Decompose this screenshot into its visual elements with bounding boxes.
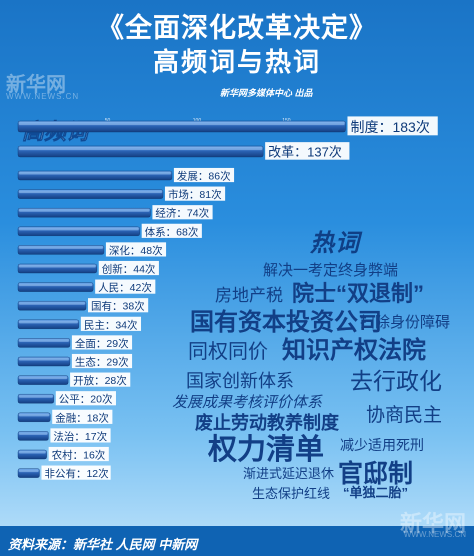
data-label: 公平：20次 — [59, 393, 113, 406]
bar-chart: 高频词50100150制度：183次改革：137次发展：86次市场：81次经济：… — [17, 116, 438, 480]
hot-word: 国家创新体系 — [186, 371, 294, 391]
credit-line: 新华网多媒体中心 出品 — [220, 88, 313, 98]
data-label-box — [48, 446, 109, 462]
data-label: 全面：29次 — [75, 337, 129, 350]
title-line-2: 高频词与热词 — [152, 47, 321, 77]
watermark-url-bottom: WWW.NEWS.CN — [403, 530, 466, 539]
hot-word: 解决一考定终身弊端 — [263, 262, 399, 279]
data-label: 生态：29次 — [75, 355, 129, 368]
data-label: 农村：16次 — [52, 448, 106, 461]
bar-highlight — [19, 432, 48, 435]
data-label: 经济：74次 — [155, 207, 209, 220]
data-label-box — [50, 428, 111, 443]
data-label-box — [95, 279, 156, 294]
bar-highlight — [19, 451, 46, 454]
hot-word: 官邸制 — [338, 460, 414, 488]
source-text: 资料来源：新华社 人民网 中新网 — [8, 537, 198, 552]
data-label: 金融：18次 — [55, 411, 109, 424]
data-label-box — [55, 391, 116, 406]
data-label: 国有：38次 — [91, 300, 145, 313]
data-label-box — [152, 205, 213, 220]
data-label-box — [88, 298, 149, 313]
data-label: 市场：81次 — [168, 188, 222, 201]
hot-word: 减少适用死刑 — [340, 437, 424, 453]
bar-highlight — [19, 122, 345, 126]
data-label-box — [71, 353, 133, 369]
bar-highlight — [19, 413, 50, 417]
data-label-box — [164, 186, 226, 201]
bar-highlight — [19, 302, 85, 305]
hot-words-title: 热词 — [310, 230, 360, 257]
hot-word: 权力清单 — [208, 434, 325, 466]
bar-highlight — [19, 358, 69, 361]
hot-word: 扫除身份障碍 — [360, 314, 451, 331]
title-line-1: 《全面深化改革决定》 — [97, 13, 377, 43]
bar-highlight — [19, 190, 162, 194]
hot-word: 同权同价 — [188, 341, 268, 363]
data-label: 深化：48次 — [109, 244, 163, 257]
data-label-box — [80, 316, 142, 331]
watermark-url: WWW.NEWS.CN — [6, 92, 80, 101]
bar-highlight — [19, 339, 69, 342]
watermark-logo: 新华网 — [6, 74, 66, 96]
data-label: 发展：86次 — [177, 169, 231, 182]
bar-highlight — [19, 320, 78, 324]
data-label-box — [265, 142, 350, 160]
footer-bar: 资料来源：新华社 人民网 中新网 — [0, 526, 474, 556]
watermark-logo-bottom: 新华网 — [399, 511, 466, 536]
bar-highlight — [19, 209, 150, 212]
data-label-box — [41, 465, 111, 480]
data-label: 法治：17次 — [53, 430, 107, 443]
hot-word: 生态保护红线 — [252, 486, 331, 501]
data-label: 体系：68次 — [145, 225, 199, 238]
hot-word: “单独二胎” — [343, 485, 409, 500]
hot-word: 渐进式延迟退休 — [243, 466, 335, 481]
data-label: 非公有：12次 — [44, 467, 109, 480]
data-label: 开放：28次 — [73, 374, 127, 387]
data-label: 创新：44次 — [102, 262, 156, 275]
hot-word: 发展成果考核评价体系 — [172, 395, 323, 411]
hot-word: 知识产权法院 — [282, 337, 426, 364]
bar-highlight — [19, 376, 68, 380]
bar-highlight — [19, 395, 53, 398]
bar-highlight — [19, 147, 263, 151]
data-label-box — [70, 372, 131, 387]
hot-word: 国有资本投资公司 — [190, 309, 382, 336]
bar-highlight — [19, 283, 93, 287]
data-label-box — [173, 167, 235, 183]
bar-highlight — [19, 265, 96, 268]
data-label: 制度：183次 — [350, 119, 429, 135]
data-label: 人民：42次 — [98, 281, 152, 294]
hot-word: 去行政化 — [350, 369, 442, 394]
data-label-box — [98, 260, 159, 276]
bar-highlight — [19, 172, 171, 175]
hot-word: 房地产税 — [215, 286, 283, 305]
data-label: 改革：137次 — [268, 144, 342, 159]
data-label-box — [52, 409, 113, 424]
data-label-box — [347, 116, 438, 136]
hot-word: 协商民主 — [366, 405, 443, 426]
hot-word: 院士“双退制” — [292, 281, 425, 306]
data-label-box — [141, 223, 202, 238]
data-label-box — [105, 242, 167, 257]
bar-highlight — [19, 469, 39, 473]
hot-word: 废止劳动教养制度 — [195, 413, 339, 433]
data-label-box — [71, 335, 133, 350]
data-label: 民主：34次 — [84, 318, 138, 331]
bar-highlight — [19, 227, 139, 231]
bar-highlight — [19, 246, 103, 249]
